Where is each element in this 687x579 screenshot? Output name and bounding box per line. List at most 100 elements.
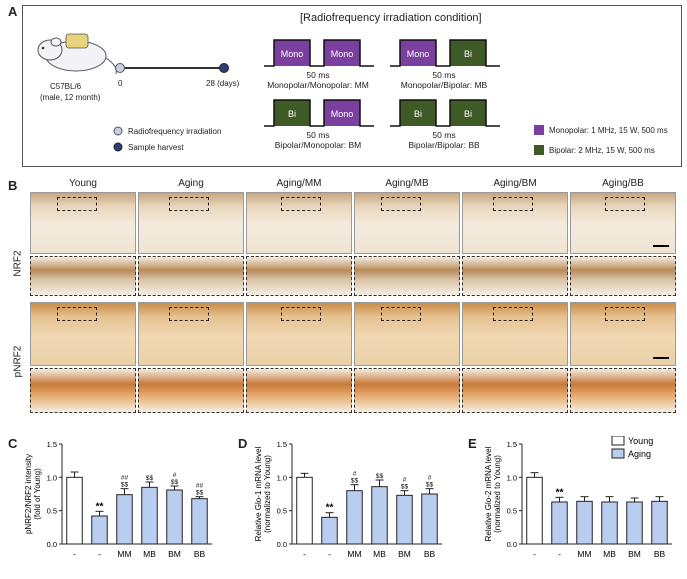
significance-line: $$ xyxy=(196,490,204,497)
x-tick-label: MB xyxy=(373,549,386,559)
y-axis-label-line: (normalized to Young) xyxy=(263,455,272,533)
x-tick-label: BM xyxy=(398,549,411,559)
pulse-second xyxy=(324,40,360,66)
legend-rf-irradiation: Radiofrequency irradiation xyxy=(128,127,222,136)
x-tick-label: - xyxy=(303,549,306,559)
panel-a-frame xyxy=(22,5,682,167)
chart-e: Relative Glo-2 mRNA level(normalized to … xyxy=(484,436,672,559)
zoom-region-box xyxy=(169,197,209,211)
column-title: Aging/MM xyxy=(276,178,322,189)
y-tick-label: 1.0 xyxy=(47,473,57,482)
micrograph-overview xyxy=(354,192,460,254)
micrograph-overview xyxy=(246,192,352,254)
micrograph-overview xyxy=(570,302,676,366)
micrograph-overview xyxy=(462,302,568,366)
significance-line: # xyxy=(403,477,407,484)
y-axis-label: pNRF2/NRF2 intensity(fold of Young) xyxy=(24,454,42,534)
legend-label: Aging xyxy=(628,449,651,459)
x-tick-label: MB xyxy=(143,549,156,559)
bar xyxy=(66,476,83,545)
y-tick-label: 1.5 xyxy=(277,440,287,449)
significance-line: # xyxy=(173,472,177,479)
bar xyxy=(526,476,543,545)
x-tick-label: - xyxy=(533,549,536,559)
micrograph-zoom xyxy=(570,368,676,413)
panel-letter-e: E xyxy=(468,436,477,451)
zoom-region-box xyxy=(381,197,421,211)
zoom-region-box xyxy=(57,307,97,321)
pulse-label: Mono xyxy=(331,49,354,59)
significance-line: $$ xyxy=(426,482,434,489)
pulse-condition-1: Mono Mono 50 ms Monopolar/Monopolar: MM xyxy=(262,38,382,90)
column-title: Aging xyxy=(178,178,204,189)
mouse-strain: C57BL/6 xyxy=(50,82,82,91)
legend-dots xyxy=(113,126,123,152)
pulse-label: Mono xyxy=(407,49,430,59)
pulse-condition-4: Bi Bi 50 ms Bipolar/Bipolar: BB xyxy=(388,98,508,150)
y-tick-label: 1.5 xyxy=(507,440,517,449)
panel-letter-b: B xyxy=(8,178,18,193)
micrograph-overview xyxy=(30,192,136,254)
pulse-label: Bi xyxy=(414,109,422,119)
y-axis-label: Relative Glo-1 mRNA level(normalized to … xyxy=(254,446,272,541)
zoom-region-box xyxy=(57,197,97,211)
legend-label: Young xyxy=(628,436,653,446)
panel-letter-a: A xyxy=(8,4,18,19)
zoom-region-box xyxy=(281,307,321,321)
significance-label: ## $$ xyxy=(196,483,204,497)
significance-label: # $$ xyxy=(426,475,434,489)
bar xyxy=(551,501,568,545)
pulse-condition-label: Monopolar/Monopolar: MM xyxy=(267,80,369,90)
y-axis-label: Relative Glo-2 mRNA level(normalized to … xyxy=(484,446,502,541)
pulse-gap-label: 50 ms xyxy=(432,70,456,80)
pulse-second xyxy=(324,100,360,126)
pulse-condition-label: Bipolar/Bipolar: BB xyxy=(408,140,480,150)
y-tick-label: 1.0 xyxy=(507,473,517,482)
scale-bar xyxy=(653,245,669,247)
micrograph-zoom xyxy=(138,368,244,413)
x-tick-label: BM xyxy=(628,549,641,559)
timeline-rf-marker xyxy=(115,63,125,73)
micrograph-zoom xyxy=(246,368,352,413)
micrograph-overview xyxy=(462,192,568,254)
pulse-label: Mono xyxy=(331,109,354,119)
pulse-key-swatches xyxy=(534,125,544,155)
significance-label: $$ xyxy=(376,473,384,480)
y-tick-label: 0.0 xyxy=(277,540,287,549)
y-tick-label: 0.0 xyxy=(507,540,517,549)
significance-line: ** xyxy=(326,503,334,514)
column-title: Aging/BM xyxy=(493,178,537,189)
panel-letter-c: C xyxy=(8,436,18,451)
bar xyxy=(651,500,668,545)
significance-label: $$ xyxy=(146,475,154,482)
x-tick-label: MM xyxy=(347,549,361,559)
bar xyxy=(371,486,388,545)
panel-letter-d: D xyxy=(238,436,248,451)
y-tick-label: 1.5 xyxy=(47,440,57,449)
x-tick-label: - xyxy=(73,549,76,559)
bar xyxy=(626,501,643,545)
pulse-gap-label: 50 ms xyxy=(306,70,330,80)
significance-label: # $$ xyxy=(171,472,179,486)
row-label-pnrf2: pNRF2 xyxy=(12,345,24,378)
significance-line: ** xyxy=(556,487,564,498)
micrograph-zoom xyxy=(246,256,352,296)
key-bipolar: Bipolar: 2 MHz, 15 W, 500 ms xyxy=(549,146,655,155)
micrograph-zoom xyxy=(354,368,460,413)
micrograph-zoom xyxy=(138,256,244,296)
significance-line: $$ xyxy=(351,478,359,485)
y-tick-label: 0.5 xyxy=(277,507,287,516)
significance-line: $$ xyxy=(146,475,154,482)
pulse-condition-label: Bipolar/Monopolar: BM xyxy=(274,140,362,150)
pulse-label: Bi xyxy=(288,109,296,119)
x-tick-label: BM xyxy=(168,549,181,559)
x-tick-label: - xyxy=(558,549,561,559)
x-tick-label: MM xyxy=(117,549,131,559)
micrograph-zoom xyxy=(30,368,136,413)
panel-a-title: [Radiofrequency irradiation condition] xyxy=(300,12,482,24)
significance-line: ## xyxy=(196,483,204,490)
y-tick-label: 0.0 xyxy=(47,540,57,549)
significance-label: ## $$ xyxy=(121,475,129,489)
significance-line: $$ xyxy=(376,473,384,480)
pulse-condition-3: Bi Mono 50 ms Bipolar/Monopolar: BM xyxy=(262,98,382,150)
